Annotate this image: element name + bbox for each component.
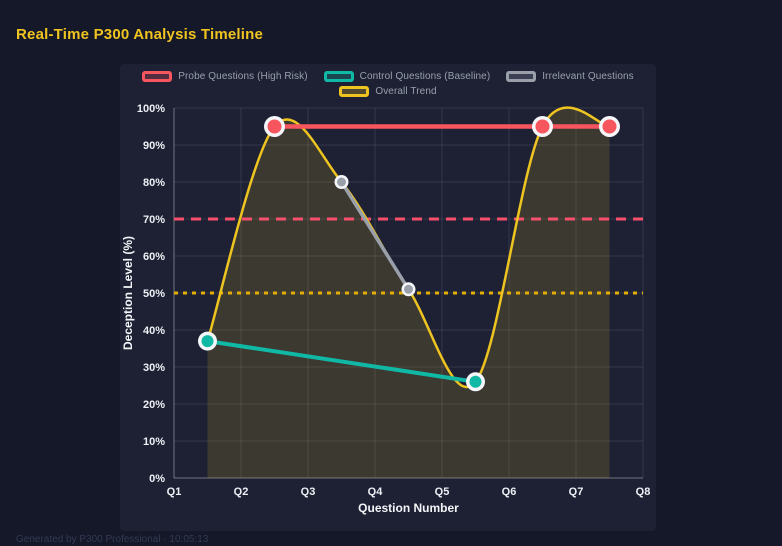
page-title: Real-Time P300 Analysis Timeline bbox=[16, 26, 264, 43]
svg-text:80%: 80% bbox=[143, 177, 165, 189]
svg-text:Q7: Q7 bbox=[569, 486, 584, 498]
footer-caption: Generated by P300 Professional · 10:05:1… bbox=[16, 534, 209, 545]
svg-text:Q3: Q3 bbox=[301, 486, 316, 498]
svg-text:40%: 40% bbox=[143, 325, 165, 337]
legend-item-probe-questions-high-risk[interactable]: Probe Questions (High Risk) bbox=[142, 71, 308, 82]
legend-row-bottom: Overall Trend bbox=[339, 86, 437, 97]
point-core-irrelevant-questions-1 bbox=[404, 284, 413, 294]
x-tick-labels: Q1 Q2 Q3 Q4 Q5 Q6 Q7 Q8 bbox=[167, 486, 651, 498]
y-axis-title: Deception Level (%) bbox=[121, 236, 135, 350]
svg-text:100%: 100% bbox=[137, 103, 165, 115]
point-core-probe-questions-high-risk-0 bbox=[267, 119, 282, 134]
svg-text:Q8: Q8 bbox=[636, 486, 651, 498]
chart-legend: Probe Questions (High Risk) Control Quest… bbox=[120, 71, 656, 97]
legend-swatch bbox=[506, 71, 537, 82]
svg-text:Q2: Q2 bbox=[234, 486, 249, 498]
svg-text:Q1: Q1 bbox=[167, 486, 182, 498]
p300-timeline-chart: 0%10%20%30%40%50%60%70%80%90%100%Q1 Q2 Q3 Q… bbox=[121, 103, 651, 515]
legend-label: Overall Trend bbox=[375, 86, 437, 97]
point-core-control-questions-baseline-0 bbox=[201, 335, 214, 348]
y-tick-labels: 0% 10% 20% 30% 40% 50% 60% 70% 80% 90% 100% bbox=[137, 103, 165, 485]
legend-label: Irrelevant Questions bbox=[542, 71, 634, 82]
chart-panel: Probe Questions (High Risk) Control Quest… bbox=[120, 64, 656, 531]
legend-row-top: Probe Questions (High Risk) Control Quest… bbox=[142, 71, 634, 82]
svg-text:50%: 50% bbox=[143, 288, 165, 300]
legend-item-control-questions-baseline[interactable]: Control Questions (Baseline) bbox=[323, 71, 491, 82]
legend-label: Probe Questions (High Risk) bbox=[178, 71, 308, 82]
svg-text:Q5: Q5 bbox=[435, 486, 450, 498]
svg-text:0%: 0% bbox=[149, 473, 165, 485]
svg-text:Q6: Q6 bbox=[502, 486, 517, 498]
x-axis-title: Question Number bbox=[358, 501, 459, 515]
svg-text:20%: 20% bbox=[143, 399, 165, 411]
legend-label: Control Questions (Baseline) bbox=[359, 71, 491, 82]
legend-item-overall-trend[interactable]: Overall Trend bbox=[339, 86, 437, 97]
svg-text:70%: 70% bbox=[143, 214, 165, 226]
svg-text:30%: 30% bbox=[143, 362, 165, 374]
legend-swatch bbox=[323, 71, 354, 82]
svg-text:10%: 10% bbox=[143, 436, 165, 448]
point-core-control-questions-baseline-1 bbox=[469, 375, 482, 388]
legend-item-irrelevant-questions[interactable]: Irrelevant Questions bbox=[506, 71, 634, 82]
point-core-irrelevant-questions-0 bbox=[337, 177, 346, 187]
legend-swatch bbox=[142, 71, 173, 82]
svg-text:60%: 60% bbox=[143, 251, 165, 263]
svg-text:Q4: Q4 bbox=[368, 486, 384, 498]
point-core-probe-questions-high-risk-2 bbox=[602, 119, 617, 134]
svg-text:90%: 90% bbox=[143, 140, 165, 152]
series-line-control-questions-baseline bbox=[205, 339, 478, 384]
data-points[interactable] bbox=[198, 116, 620, 392]
series-line-irrelevant-questions bbox=[339, 180, 411, 292]
legend-swatch bbox=[339, 86, 370, 97]
point-core-probe-questions-high-risk-1 bbox=[535, 119, 550, 134]
